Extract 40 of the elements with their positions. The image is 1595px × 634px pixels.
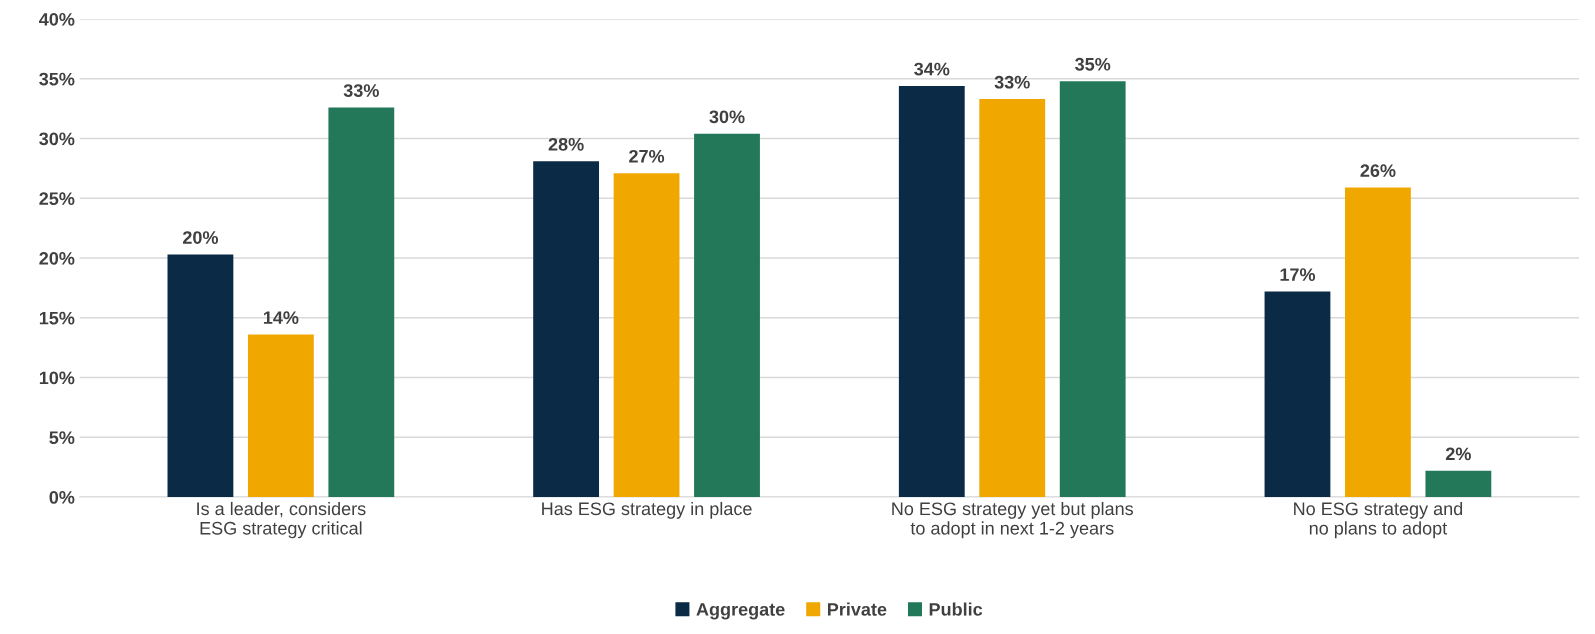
data-label: 30%: [709, 110, 745, 124]
data-label: 27%: [629, 149, 665, 163]
bar: [247, 334, 314, 498]
y-tick-label: 40%: [39, 12, 75, 26]
data-label: 20%: [182, 231, 219, 244]
bar: [1425, 470, 1492, 498]
x-tick-label: No ESG strategy yet but plans to adopt in next 1-2 years: [892, 501, 1134, 539]
bar: [898, 85, 965, 498]
y-tick-label: 5%: [49, 431, 75, 445]
bar: [1264, 291, 1331, 498]
data-label: 2%: [1445, 447, 1471, 461]
bar: [694, 133, 760, 498]
bar: [167, 254, 234, 498]
data-label: 26%: [1360, 164, 1396, 178]
bar: [533, 161, 600, 498]
bar: [979, 99, 1046, 498]
data-label: 33%: [343, 84, 379, 97]
data-label: 17%: [1280, 268, 1316, 281]
data-label: 28%: [548, 137, 584, 151]
data-label: 14%: [263, 311, 299, 324]
data-label: 34%: [914, 62, 950, 76]
y-tick-label: 10%: [39, 371, 75, 385]
bar: [328, 107, 395, 498]
bar: [613, 173, 680, 498]
legend-label: Aggregate: [696, 603, 785, 620]
x-tick-label: No ESG strategy and no plans to adopt: [1294, 501, 1463, 539]
bar: [1059, 81, 1126, 498]
legend-label: Public: [929, 602, 983, 616]
y-tick-label: 20%: [39, 251, 75, 265]
x-tick-label: Has ESG strategy in place: [542, 501, 752, 519]
legend-label: Private: [827, 602, 887, 616]
data-label: 35%: [1075, 57, 1111, 71]
y-tick-label: 35%: [39, 72, 75, 86]
y-tick-label: 0%: [49, 490, 75, 504]
x-tick-label: Is a leader, considers ESG strategy critical: [197, 501, 366, 539]
y-tick-label: 15%: [39, 311, 75, 325]
bar: [1345, 187, 1411, 498]
data-label: 33%: [994, 75, 1030, 89]
y-tick-label: 25%: [39, 192, 75, 205]
y-tick-label: 30%: [39, 132, 75, 146]
